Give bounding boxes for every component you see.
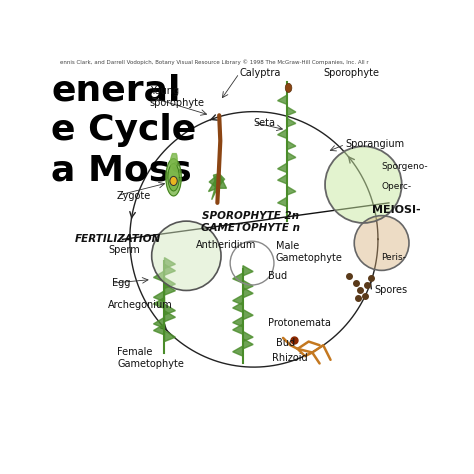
Polygon shape	[243, 265, 253, 276]
Text: Female
Gametophyte: Female Gametophyte	[117, 347, 184, 369]
Polygon shape	[243, 331, 253, 342]
Polygon shape	[154, 271, 164, 282]
Polygon shape	[233, 317, 243, 327]
Polygon shape	[233, 302, 243, 312]
Polygon shape	[164, 311, 175, 322]
Polygon shape	[164, 264, 175, 275]
Text: Antheridium: Antheridium	[195, 240, 256, 250]
Polygon shape	[233, 295, 243, 305]
Text: Spores: Spores	[374, 285, 408, 295]
Text: SPOROPHYTE 2n
GAMETOPHYTE n: SPOROPHYTE 2n GAMETOPHYTE n	[201, 211, 300, 233]
Polygon shape	[233, 346, 243, 356]
Text: Sporophyte: Sporophyte	[323, 68, 379, 78]
Polygon shape	[278, 95, 287, 104]
Polygon shape	[218, 173, 219, 203]
Text: a Moss: a Moss	[51, 154, 192, 188]
Text: Zygote: Zygote	[117, 191, 151, 201]
Circle shape	[355, 216, 409, 270]
Polygon shape	[287, 118, 296, 127]
Polygon shape	[218, 173, 219, 188]
Circle shape	[326, 146, 401, 223]
Text: ennis Clark, and Darrell Vodopich, Botany Visual Resource Library © 1998 The McG: ennis Clark, and Darrell Vodopich, Botan…	[61, 60, 369, 65]
Ellipse shape	[285, 83, 292, 92]
Text: Operc-: Operc-	[382, 182, 412, 191]
Polygon shape	[164, 284, 175, 295]
Polygon shape	[154, 298, 164, 309]
Text: Seta: Seta	[254, 118, 276, 128]
Polygon shape	[233, 324, 243, 334]
Circle shape	[152, 221, 221, 290]
Text: Archegonium: Archegonium	[108, 300, 173, 310]
Polygon shape	[243, 280, 253, 291]
Polygon shape	[164, 331, 175, 342]
Text: Bud: Bud	[268, 271, 288, 281]
Polygon shape	[171, 154, 177, 166]
Ellipse shape	[170, 176, 177, 185]
Polygon shape	[164, 278, 175, 289]
Polygon shape	[243, 288, 253, 298]
Text: Sporangium: Sporangium	[345, 139, 404, 149]
Polygon shape	[278, 164, 287, 173]
Text: MEIOSI-: MEIOSI-	[373, 205, 421, 215]
Text: e Cycle: e Cycle	[51, 113, 197, 147]
Polygon shape	[154, 291, 164, 302]
Text: Protonemata: Protonemata	[268, 319, 331, 328]
Polygon shape	[233, 273, 243, 283]
Text: Peris-: Peris-	[382, 253, 407, 262]
Polygon shape	[278, 129, 287, 138]
Text: Calyptra: Calyptra	[239, 68, 281, 78]
Text: Male
Gametophyte: Male Gametophyte	[276, 241, 343, 263]
Text: Young
sporophyte: Young sporophyte	[150, 86, 205, 108]
Polygon shape	[209, 173, 219, 191]
Polygon shape	[164, 258, 175, 269]
Polygon shape	[278, 197, 287, 207]
Text: Rhizoid: Rhizoid	[272, 353, 308, 363]
Text: Egg: Egg	[111, 278, 130, 288]
Text: Sporgeno-: Sporgeno-	[382, 162, 428, 171]
Text: FERTILIZATION: FERTILIZATION	[75, 234, 161, 245]
Polygon shape	[278, 175, 287, 184]
Polygon shape	[243, 310, 253, 319]
Polygon shape	[212, 173, 219, 200]
Polygon shape	[164, 304, 175, 315]
Polygon shape	[243, 338, 253, 349]
Polygon shape	[287, 107, 296, 116]
Polygon shape	[287, 141, 296, 150]
Polygon shape	[218, 173, 225, 188]
Text: Bud: Bud	[276, 338, 295, 348]
Polygon shape	[213, 173, 219, 188]
Polygon shape	[218, 173, 227, 188]
Polygon shape	[168, 164, 179, 191]
Polygon shape	[154, 324, 164, 335]
Polygon shape	[154, 318, 164, 328]
Polygon shape	[287, 152, 296, 161]
Text: Sperm: Sperm	[108, 246, 140, 255]
Polygon shape	[209, 173, 219, 188]
Text: eneral: eneral	[51, 73, 181, 107]
Polygon shape	[166, 159, 181, 196]
Polygon shape	[287, 186, 296, 195]
